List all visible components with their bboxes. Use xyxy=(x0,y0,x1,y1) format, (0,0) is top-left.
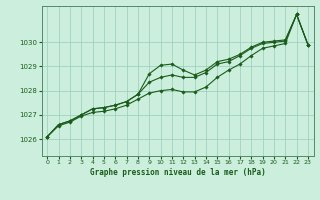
X-axis label: Graphe pression niveau de la mer (hPa): Graphe pression niveau de la mer (hPa) xyxy=(90,168,266,177)
